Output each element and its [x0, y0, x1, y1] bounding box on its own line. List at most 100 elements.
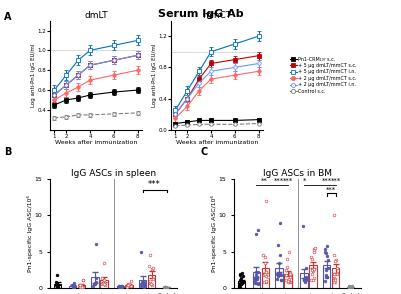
- Point: [274, 276, 280, 281]
- Y-axis label: Log anti-Pn1 IgG EU/ml: Log anti-Pn1 IgG EU/ml: [152, 44, 157, 107]
- Point: [79, 277, 86, 282]
- Text: ***: ***: [330, 178, 340, 184]
- Bar: [126, 285, 133, 288]
- Point: [76, 283, 83, 288]
- Point: [93, 279, 99, 284]
- Point: [91, 280, 98, 285]
- Point: [69, 282, 75, 287]
- Point: [147, 281, 153, 286]
- Point: [101, 260, 107, 265]
- Point: [239, 281, 245, 285]
- Point: [102, 283, 109, 287]
- Point: [100, 281, 107, 285]
- Point: [311, 276, 318, 281]
- Point: [237, 273, 243, 278]
- Point: [251, 276, 258, 281]
- Point: [324, 266, 331, 270]
- Point: [263, 280, 269, 284]
- Point: [149, 267, 156, 272]
- Point: [276, 260, 282, 265]
- Point: [255, 282, 261, 287]
- Point: [53, 283, 59, 287]
- Point: [309, 268, 315, 272]
- Point: [252, 281, 258, 285]
- Point: [347, 285, 354, 289]
- Point: [324, 275, 330, 279]
- Point: [237, 282, 243, 286]
- Point: [116, 284, 122, 289]
- Point: [119, 283, 126, 288]
- Point: [236, 272, 243, 276]
- Bar: [91, 277, 99, 288]
- Point: [128, 284, 134, 288]
- Point: [286, 275, 293, 280]
- Point: [277, 272, 283, 277]
- Point: [332, 278, 338, 283]
- Point: [286, 279, 292, 284]
- Point: [263, 273, 270, 278]
- Point: [310, 269, 316, 273]
- Point: [287, 272, 293, 277]
- Point: [70, 285, 77, 289]
- Text: ***: ***: [283, 178, 293, 184]
- Point: [310, 247, 317, 252]
- Point: [118, 284, 124, 289]
- Point: [53, 280, 59, 285]
- Point: [254, 228, 261, 232]
- Point: [251, 276, 257, 280]
- Point: [308, 278, 314, 282]
- Point: [71, 285, 77, 290]
- Point: [331, 272, 337, 277]
- Bar: [332, 268, 339, 288]
- Point: [117, 284, 124, 289]
- Point: [71, 285, 77, 289]
- Point: [80, 284, 87, 289]
- Bar: [347, 287, 354, 288]
- Point: [93, 242, 99, 247]
- Point: [252, 269, 259, 274]
- Point: [283, 268, 290, 272]
- Title: mmCT: mmCT: [203, 11, 231, 20]
- Point: [278, 278, 284, 283]
- Point: [80, 278, 86, 283]
- Point: [237, 284, 243, 289]
- Bar: [323, 265, 330, 288]
- Point: [303, 266, 310, 270]
- Point: [163, 284, 169, 289]
- Point: [71, 284, 77, 288]
- Bar: [117, 286, 124, 288]
- Point: [325, 257, 331, 262]
- Point: [322, 249, 328, 254]
- Bar: [54, 284, 61, 288]
- Point: [239, 279, 245, 283]
- Legend: Pn1-CRM₁₉₇ s.c., + 5 μg dmLT/mmCT s.c., + 5 μg dmLT/mmCT i.n., + 2 μg dmLT/mmCT : Pn1-CRM₁₉₇ s.c., + 5 μg dmLT/mmCT s.c., …: [288, 55, 359, 96]
- Point: [146, 264, 153, 269]
- Point: [283, 273, 289, 278]
- Point: [302, 275, 309, 279]
- Point: [276, 273, 283, 277]
- Point: [115, 285, 122, 289]
- Point: [346, 284, 352, 289]
- Point: [324, 253, 330, 258]
- Point: [252, 279, 259, 284]
- Point: [322, 273, 329, 278]
- Point: [164, 285, 170, 290]
- Point: [238, 281, 244, 286]
- Point: [138, 249, 144, 254]
- Point: [330, 276, 337, 280]
- Point: [239, 279, 246, 284]
- Point: [348, 285, 354, 290]
- Point: [101, 277, 107, 282]
- Bar: [163, 287, 170, 288]
- Point: [237, 282, 244, 286]
- Point: [324, 274, 330, 279]
- Point: [54, 285, 61, 290]
- Point: [91, 282, 97, 286]
- Bar: [100, 280, 107, 288]
- Point: [92, 282, 99, 287]
- Point: [284, 265, 291, 269]
- Point: [322, 250, 329, 255]
- Point: [330, 213, 337, 218]
- Point: [261, 279, 268, 284]
- Point: [261, 273, 267, 277]
